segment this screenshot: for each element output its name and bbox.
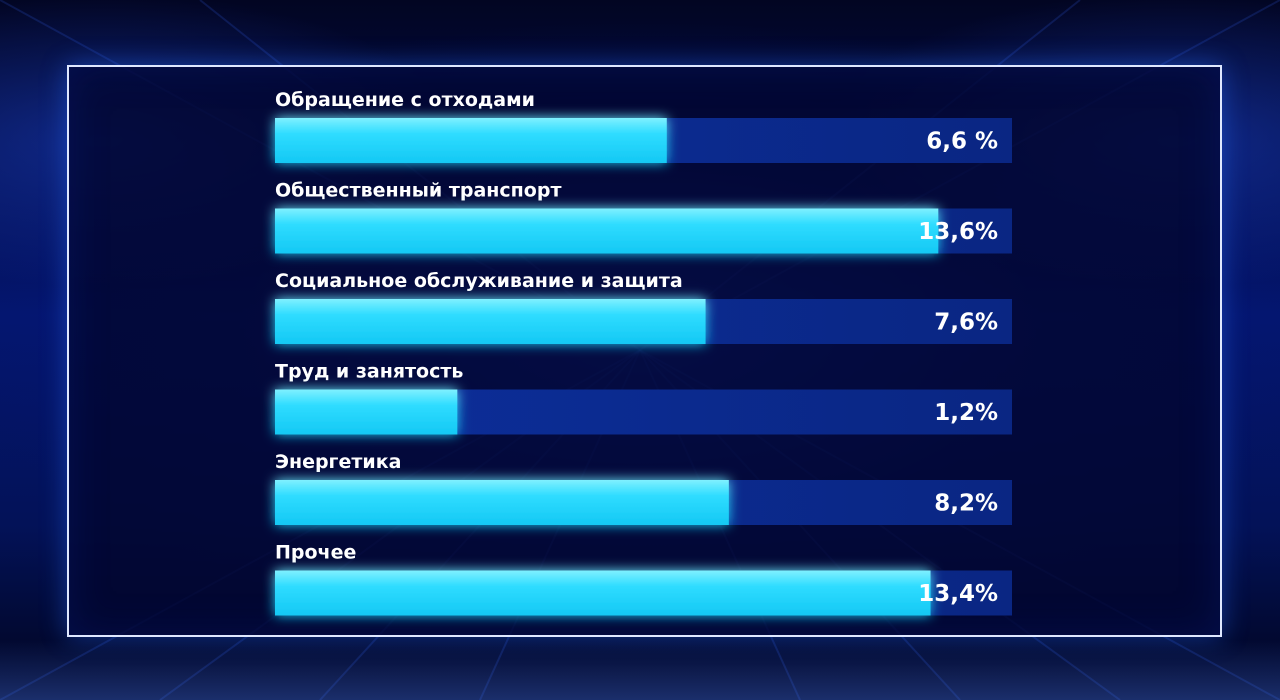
bar [275, 570, 931, 616]
bar [275, 299, 706, 344]
category-label: Труд и занятость [275, 361, 463, 383]
value-label: 13,4% [918, 581, 998, 607]
category-label: Энергетика [275, 451, 401, 473]
bar [275, 118, 667, 163]
value-label: 1,2% [934, 400, 998, 426]
value-label: 13,6% [918, 219, 998, 245]
value-label: 6,6 % [926, 129, 998, 155]
category-label: Общественный транспорт [275, 180, 561, 202]
bar [275, 389, 458, 435]
bar [275, 208, 939, 254]
category-label: Прочее [275, 542, 356, 564]
value-label: 8,2% [934, 491, 998, 517]
category-label: Социальное обслуживание и защита [275, 270, 683, 292]
category-label: Обращение с отходами [275, 89, 535, 111]
value-label: 7,6% [934, 310, 998, 336]
bar [275, 480, 729, 525]
